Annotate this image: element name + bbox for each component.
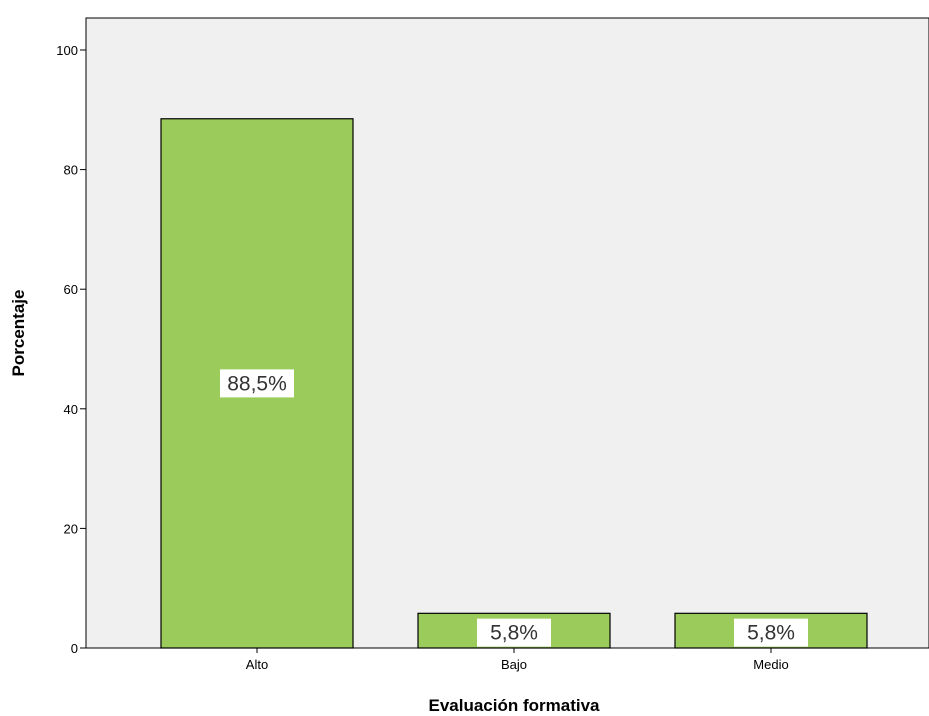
x-axis: Alto Bajo Medio — [246, 648, 789, 672]
x-axis-title: Evaluación formativa — [428, 696, 600, 715]
x-tick-label: Medio — [753, 657, 788, 672]
y-tick-label: 100 — [56, 43, 78, 58]
y-axis-title: Porcentaje — [9, 290, 28, 377]
data-label-background — [477, 618, 551, 647]
y-tick-label: 80 — [64, 163, 78, 178]
data-label: 5,8% — [747, 622, 795, 645]
data-label: 88,5% — [227, 372, 287, 395]
data-label-background — [220, 369, 294, 398]
y-tick-label: 60 — [64, 282, 78, 297]
y-tick-label: 20 — [64, 521, 78, 536]
x-tick-label: Alto — [246, 657, 268, 672]
bars: 88,5% 5,8% 5,8% — [160, 118, 868, 649]
y-axis: 0 20 40 60 80 100 — [56, 43, 86, 656]
y-tick-label: 0 — [71, 641, 78, 656]
data-label-background — [734, 618, 808, 647]
data-label: 5,8% — [490, 622, 538, 645]
x-tick-label: Bajo — [501, 657, 527, 672]
y-tick-label: 40 — [64, 402, 78, 417]
